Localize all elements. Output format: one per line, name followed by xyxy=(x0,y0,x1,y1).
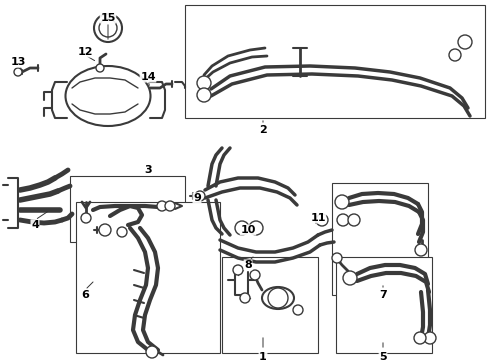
Circle shape xyxy=(195,191,204,201)
Text: 11: 11 xyxy=(309,213,325,223)
Text: 13: 13 xyxy=(10,57,26,67)
Text: 5: 5 xyxy=(378,352,386,360)
Circle shape xyxy=(94,14,122,42)
Bar xyxy=(70,176,184,242)
Circle shape xyxy=(197,76,210,90)
Text: 12: 12 xyxy=(77,47,93,57)
Text: 1: 1 xyxy=(259,352,266,360)
Circle shape xyxy=(117,227,127,237)
Circle shape xyxy=(235,221,248,235)
Circle shape xyxy=(96,64,104,72)
Circle shape xyxy=(336,214,348,226)
Circle shape xyxy=(414,244,426,256)
Circle shape xyxy=(248,221,263,235)
Bar xyxy=(76,202,220,353)
Circle shape xyxy=(413,332,425,344)
Circle shape xyxy=(334,195,348,209)
Circle shape xyxy=(331,253,341,263)
Text: 7: 7 xyxy=(378,290,386,300)
Circle shape xyxy=(240,293,249,303)
Circle shape xyxy=(249,270,260,280)
Ellipse shape xyxy=(262,287,293,309)
Text: 10: 10 xyxy=(240,225,255,235)
Circle shape xyxy=(197,88,210,102)
Circle shape xyxy=(267,288,287,308)
Circle shape xyxy=(423,332,435,344)
Circle shape xyxy=(99,19,117,37)
Bar xyxy=(331,183,427,295)
Text: 4: 4 xyxy=(31,220,39,230)
Bar xyxy=(222,257,317,353)
Circle shape xyxy=(342,271,356,285)
Circle shape xyxy=(146,346,158,358)
Text: 9: 9 xyxy=(193,193,201,203)
Bar xyxy=(184,5,484,118)
Circle shape xyxy=(232,265,243,275)
Ellipse shape xyxy=(65,66,150,126)
Text: 3: 3 xyxy=(144,165,151,175)
Circle shape xyxy=(14,68,22,76)
Text: 2: 2 xyxy=(259,125,266,135)
Circle shape xyxy=(315,214,327,226)
Circle shape xyxy=(81,213,91,223)
Text: 15: 15 xyxy=(100,13,116,23)
Circle shape xyxy=(292,305,303,315)
Circle shape xyxy=(448,49,460,61)
Text: 14: 14 xyxy=(140,72,156,82)
Bar xyxy=(335,257,431,353)
Circle shape xyxy=(99,224,111,236)
Text: 8: 8 xyxy=(244,260,251,270)
Circle shape xyxy=(457,35,471,49)
Circle shape xyxy=(164,201,175,211)
Text: 6: 6 xyxy=(81,290,89,300)
Circle shape xyxy=(347,214,359,226)
Circle shape xyxy=(157,201,167,211)
